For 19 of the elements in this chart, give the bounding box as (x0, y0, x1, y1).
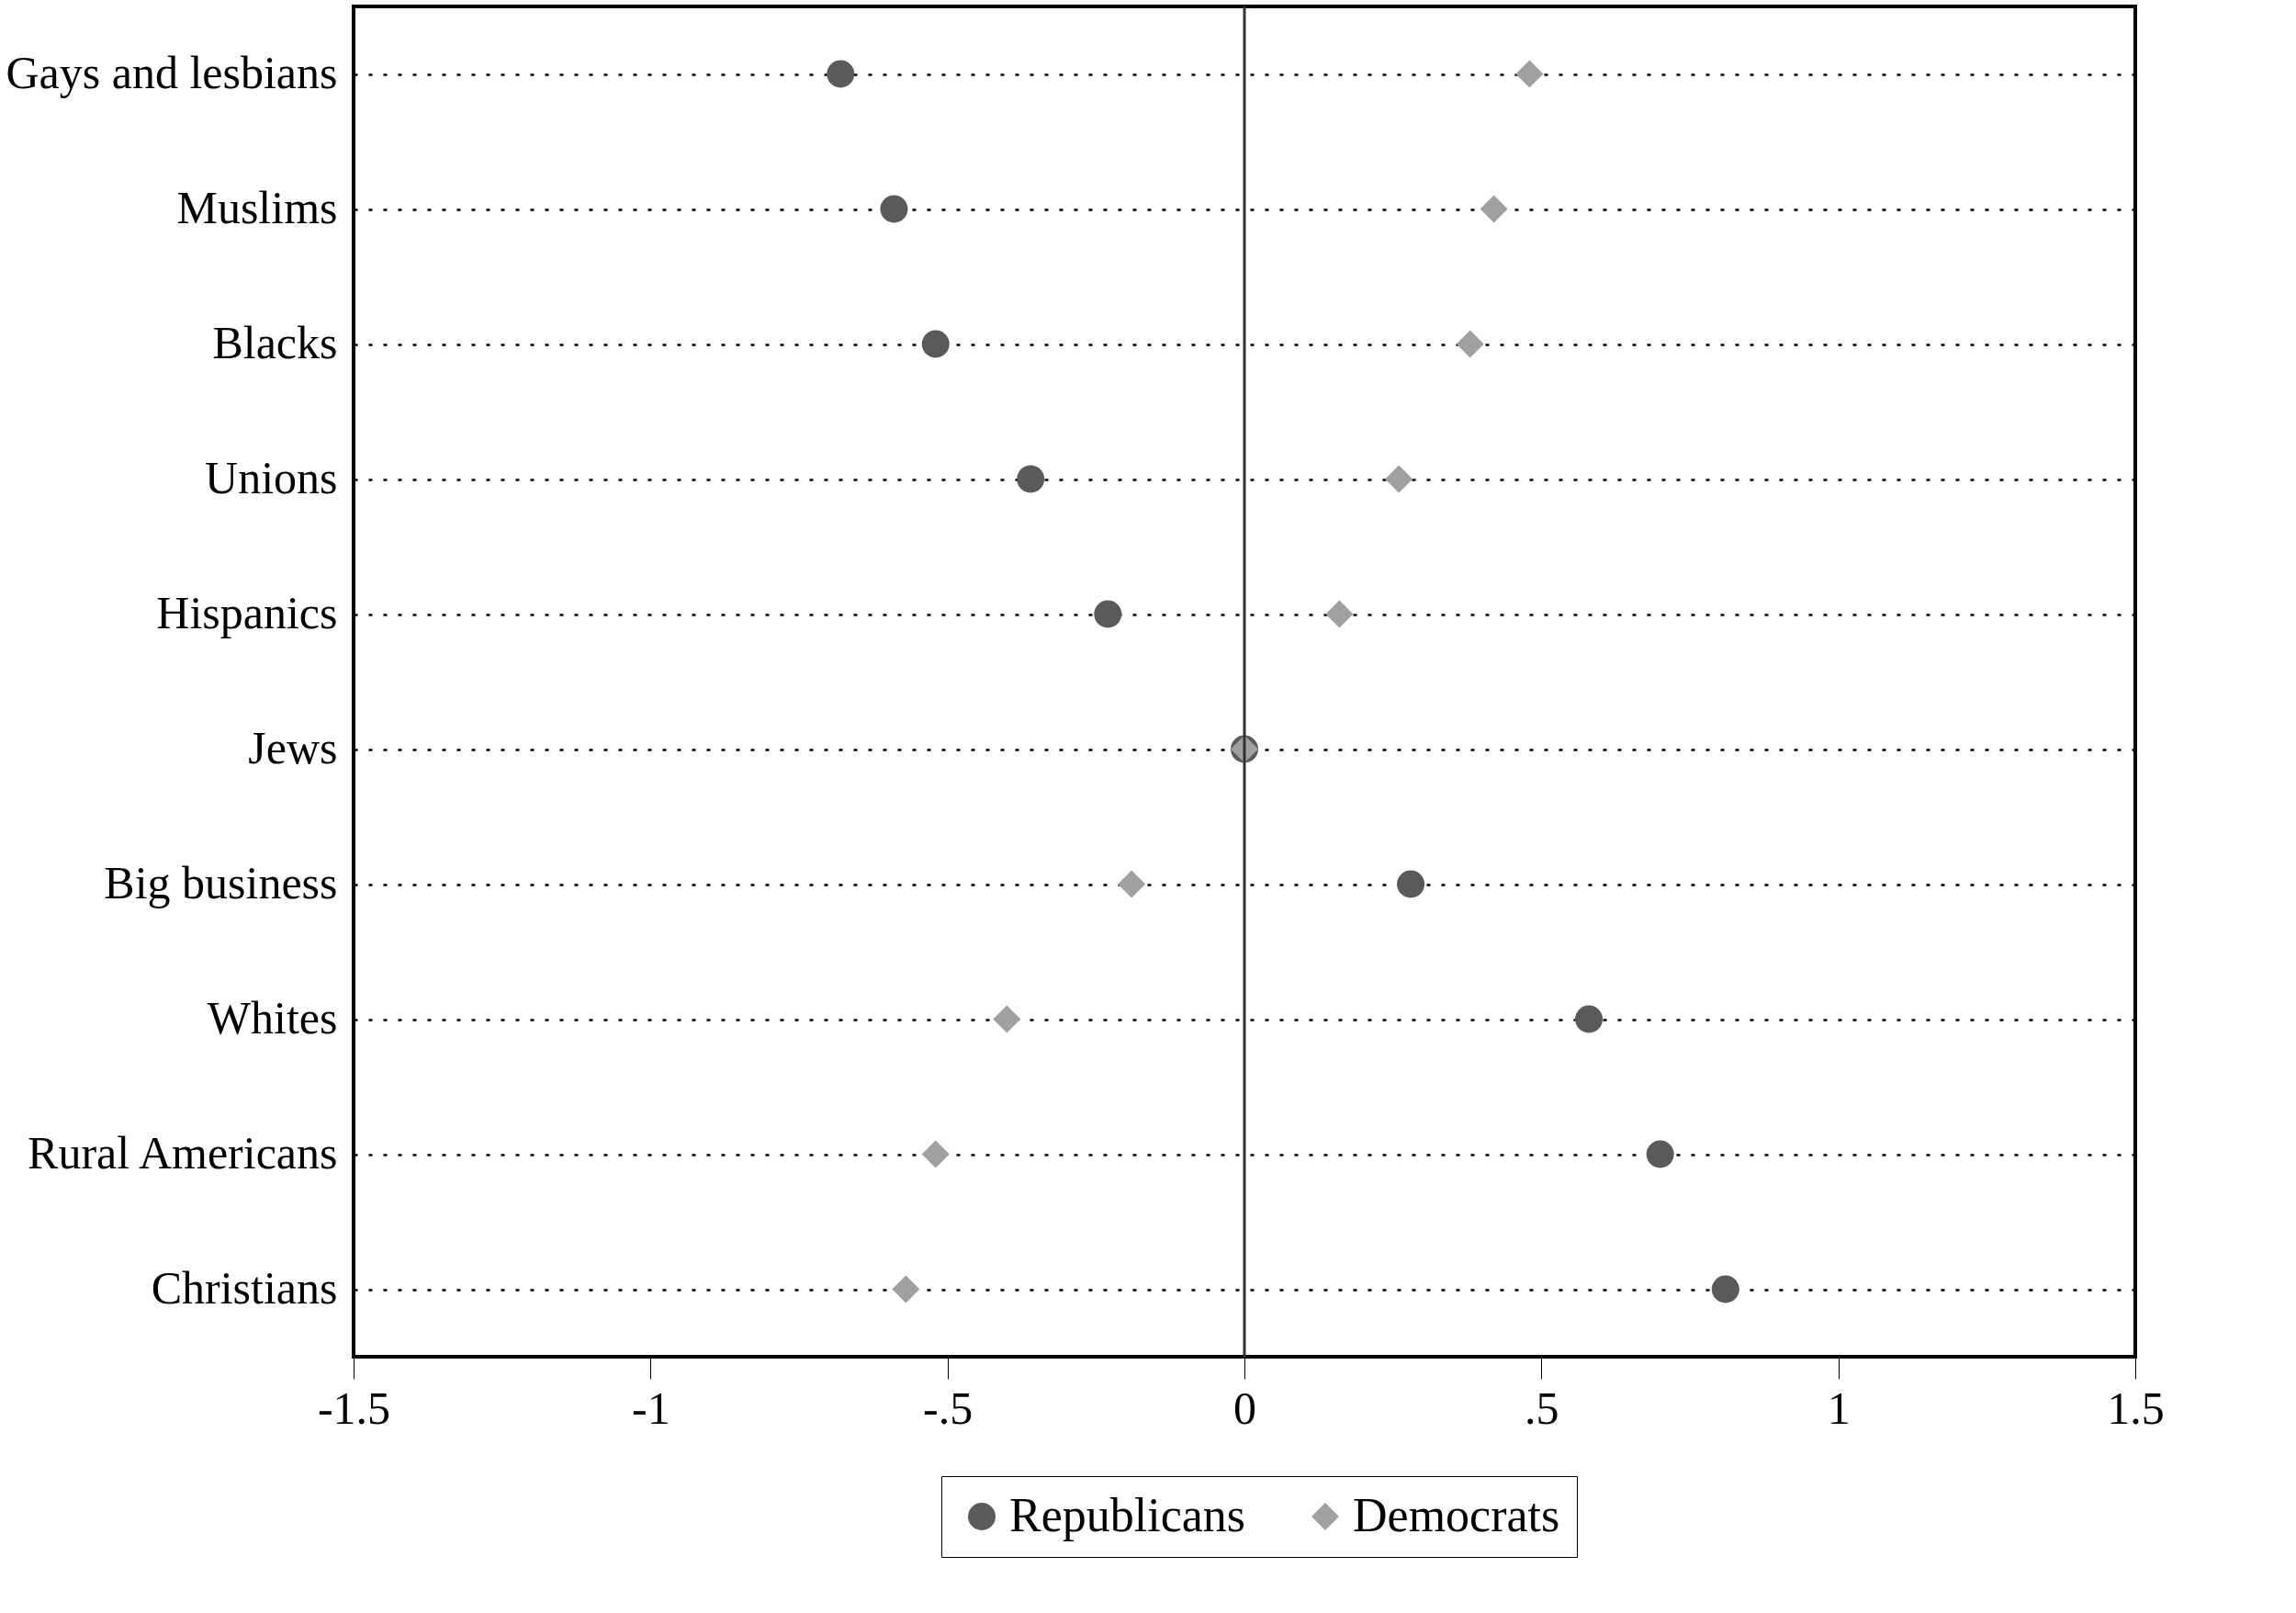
x-tick-label: -.5 (923, 1382, 974, 1434)
y-tick-label: Hispanics (156, 587, 338, 638)
y-tick-label: Rural Americans (28, 1127, 338, 1179)
y-tick-label: Unions (205, 452, 338, 503)
y-tick-label: Blacks (212, 317, 338, 368)
y-tick-label: Jews (248, 722, 338, 773)
y-tick-label: Gays and lesbians (6, 47, 338, 98)
legend-label: Republicans (1009, 1489, 1246, 1541)
x-tick-label: .5 (1525, 1382, 1559, 1434)
x-tick-label: 0 (1233, 1382, 1256, 1434)
x-tick-label: -1 (632, 1382, 670, 1434)
x-tick-label: 1 (1827, 1382, 1851, 1434)
y-tick-label: Muslims (176, 182, 338, 233)
x-tick-label: -1.5 (317, 1382, 391, 1434)
x-tick-label: 1.5 (2107, 1382, 2165, 1434)
y-tick-label: Whites (207, 992, 338, 1043)
legend-label: Democrats (1353, 1489, 1560, 1541)
y-tick-label: Big business (104, 857, 338, 908)
y-tick-label: Christians (151, 1262, 338, 1314)
